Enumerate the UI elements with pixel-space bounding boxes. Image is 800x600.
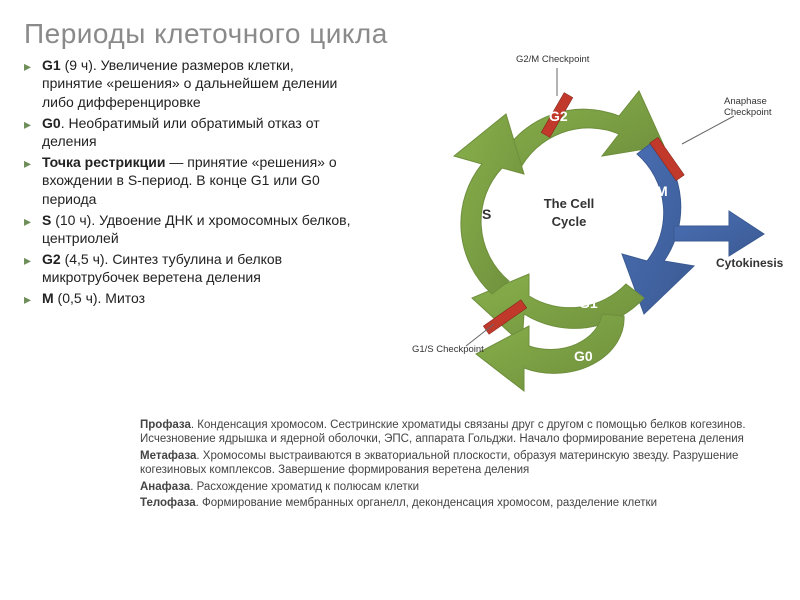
phase-notes: Профаза. Конденсация хромосом. Сестринск… <box>140 418 760 512</box>
bullet-item: G1 (9 ч). Увеличение размеров клетки, пр… <box>24 56 354 111</box>
bullet-list: G1 (9 ч). Увеличение размеров клетки, пр… <box>24 56 354 307</box>
bullet-item: G2 (4,5 ч). Синтез тубулина и белков мик… <box>24 250 354 286</box>
bullet-item: M (0,5 ч). Митоз <box>24 289 354 307</box>
bullet-column: G1 (9 ч). Увеличение размеров клетки, пр… <box>24 56 354 456</box>
label-s: S <box>482 206 491 222</box>
phase-note: Анафаза. Расхождение хроматид к полюсам … <box>140 480 760 494</box>
label-g1: G1 <box>579 295 598 311</box>
bullet-item: S (10 ч). Удвоение ДНК и хромосомных бел… <box>24 211 354 247</box>
label-checkpoint-anaphase: Anaphase Checkpoint <box>724 96 772 118</box>
diagram-column: G2 M G1 G0 S The Cell Cycle G2/M Checkpo… <box>354 56 792 456</box>
phase-note: Метафаза. Хромосомы выстраиваются в эква… <box>140 449 760 478</box>
label-checkpoint-g1s: G1/S Checkpoint <box>412 344 484 355</box>
line-anaphase <box>682 116 734 144</box>
arrow-g2 <box>499 91 664 171</box>
center-text-2: Cycle <box>552 214 587 229</box>
cycle-svg: G2 M G1 G0 S The Cell Cycle <box>364 16 784 436</box>
label-checkpoint-g2m: G2/M Checkpoint <box>516 54 589 65</box>
phase-note: Профаза. Конденсация хромосом. Сестринск… <box>140 418 760 447</box>
label-g2: G2 <box>549 108 568 124</box>
arrow-cytokinesis <box>674 211 764 256</box>
label-cytokinesis: Cytokinesis <box>716 256 783 270</box>
cell-cycle-diagram: G2 M G1 G0 S The Cell Cycle G2/M Checkpo… <box>364 16 784 436</box>
bullet-item: Точка рестрикции — принятие «решения» о … <box>24 153 354 208</box>
arrow-s <box>454 114 524 294</box>
label-m: M <box>656 183 668 199</box>
bullet-item: G0. Необратимый или обратимый отказ от д… <box>24 114 354 150</box>
line-g1s <box>466 324 494 346</box>
content-row: G1 (9 ч). Увеличение размеров клетки, пр… <box>0 50 800 456</box>
phase-note: Телофаза. Формирование мембранных органе… <box>140 496 760 510</box>
label-g0: G0 <box>574 348 593 364</box>
center-text-1: The Cell <box>544 196 595 211</box>
